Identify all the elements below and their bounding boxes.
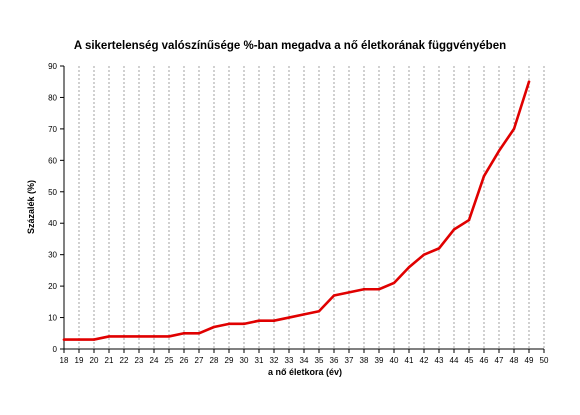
data-point	[392, 281, 396, 285]
x-tick-label: 24	[150, 356, 159, 365]
x-tick-label: 43	[435, 356, 444, 365]
data-point	[302, 313, 306, 316]
y-tick-label: 50	[48, 188, 57, 197]
x-tick-label: 44	[450, 356, 459, 365]
x-tick-label: 40	[390, 356, 399, 365]
x-tick-label: 32	[270, 356, 279, 365]
y-tick-label: 20	[48, 282, 57, 291]
y-tick-label: 30	[48, 251, 57, 260]
data-point	[317, 310, 321, 313]
chart-title: A sikertelenség valószínűsége %-ban mega…	[74, 40, 506, 52]
x-tick-label: 48	[510, 356, 519, 365]
data-point	[347, 291, 351, 294]
x-tick-label: 30	[240, 356, 249, 365]
x-tick-label: 45	[465, 356, 474, 365]
data-point	[182, 332, 186, 335]
data-point	[467, 218, 471, 222]
x-axis-title: a nő életkora (év)	[268, 367, 342, 377]
data-point	[422, 253, 426, 256]
x-tick-label: 35	[315, 356, 324, 365]
data-point	[77, 338, 81, 341]
y-tick-label: 90	[48, 62, 57, 71]
y-tick-label: 10	[48, 314, 57, 323]
data-point	[227, 322, 231, 326]
x-tick-label: 33	[285, 356, 294, 365]
x-tick-label: 41	[405, 356, 414, 365]
x-tick-label: 31	[255, 356, 264, 365]
x-tick-label: 23	[135, 356, 144, 365]
y-axis-title: Százalék (%)	[26, 180, 36, 234]
data-point	[512, 127, 516, 131]
x-tick-label: 26	[180, 356, 189, 365]
data-point	[107, 335, 111, 338]
data-point	[362, 288, 366, 291]
x-tick-label: 42	[420, 356, 429, 365]
data-point	[407, 266, 411, 269]
x-tick-label: 37	[345, 356, 354, 365]
x-tick-label: 27	[195, 356, 204, 365]
data-point	[212, 325, 216, 329]
x-tick-label: 46	[480, 356, 489, 365]
series-line	[62, 80, 531, 341]
x-tick-label: 49	[525, 356, 534, 365]
x-tick-label: 25	[165, 356, 174, 365]
x-tick-label: 21	[105, 356, 114, 365]
x-tick-label: 36	[330, 356, 339, 365]
data-point	[497, 149, 501, 153]
y-tick-label: 0	[53, 345, 58, 354]
series-group	[62, 80, 531, 341]
x-tick-label: 22	[120, 356, 129, 365]
x-tick-label: 19	[75, 356, 84, 365]
x-tick-label: 47	[495, 356, 504, 365]
data-point	[62, 338, 66, 341]
x-tick-label: 38	[360, 356, 369, 365]
grid-lines	[78, 66, 545, 349]
data-point	[482, 174, 486, 178]
y-tick-label: 40	[48, 219, 57, 228]
data-point	[167, 335, 171, 338]
data-point	[332, 294, 336, 297]
x-tick-label: 18	[60, 356, 69, 365]
data-point	[197, 332, 201, 335]
x-tick-label: 50	[540, 356, 549, 365]
axes	[60, 65, 545, 353]
x-tick-labels: 18 19 20 21 22 23 24 25 26 27 28 29 30 31 32 33 34 35 36 37…	[60, 356, 549, 365]
data-point	[377, 288, 381, 291]
data-point	[452, 228, 456, 231]
y-tick-label: 60	[48, 156, 57, 165]
data-point	[152, 335, 156, 338]
x-tick-label: 28	[210, 356, 219, 365]
y-tick-label: 80	[48, 93, 57, 102]
data-point	[257, 319, 261, 322]
data-point	[122, 335, 126, 338]
data-point	[527, 80, 531, 83]
x-tick-label: 39	[375, 356, 384, 365]
data-point	[137, 335, 141, 338]
data-point	[272, 319, 276, 322]
y-tick-labels: 0 10 20 30 40 50 60 70 80 90	[48, 62, 57, 354]
x-tick-label: 20	[90, 356, 99, 365]
y-tick-label: 70	[48, 125, 57, 134]
x-tick-label: 34	[300, 356, 309, 365]
data-point	[242, 322, 246, 326]
data-point	[437, 247, 441, 250]
data-point	[287, 316, 291, 319]
data-point	[92, 338, 96, 341]
x-tick-label: 29	[225, 356, 234, 365]
